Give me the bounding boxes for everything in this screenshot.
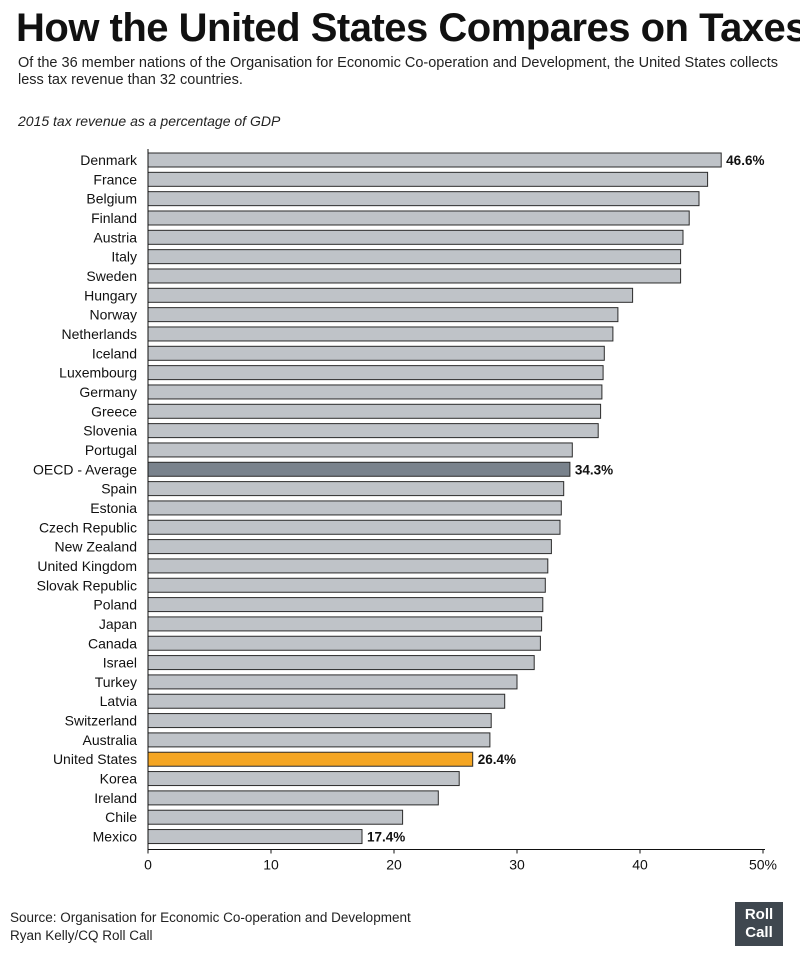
bar-italy: [147, 249, 682, 265]
category-label-france: France: [93, 171, 137, 187]
bar-united-states: [147, 751, 474, 767]
category-label-spain: Spain: [101, 481, 137, 497]
value-label-oecd-average: 34.3%: [575, 462, 613, 477]
category-label-turkey: Turkey: [95, 674, 137, 690]
source-text: Source: Organisation for Economic Co-ope…: [10, 910, 411, 925]
category-label-belgium: Belgium: [86, 191, 137, 207]
category-label-united-kingdom: United Kingdom: [37, 558, 137, 574]
bar-mexico: [147, 829, 363, 845]
bar-hungary: [147, 287, 634, 303]
bar-korea: [147, 771, 460, 787]
x-tick-label-2: 20: [386, 857, 402, 873]
bar-czech-republic: [147, 519, 561, 535]
category-label-greece: Greece: [91, 403, 137, 419]
category-label-austria: Austria: [93, 229, 137, 245]
category-label-norway: Norway: [90, 307, 137, 323]
category-label-slovak-republic: Slovak Republic: [37, 577, 137, 593]
category-label-united-states: United States: [53, 751, 137, 767]
bar-luxembourg: [147, 365, 604, 381]
bar-portugal: [147, 442, 573, 458]
bar-spain: [147, 481, 565, 497]
bar-france: [147, 171, 709, 187]
category-label-latvia: Latvia: [100, 693, 138, 709]
category-label-luxembourg: Luxembourg: [59, 365, 137, 381]
bar-germany: [147, 384, 603, 400]
value-label-denmark: 46.6%: [726, 153, 764, 168]
x-tick-label-3: 30: [509, 857, 525, 873]
bar-latvia: [147, 693, 506, 709]
bar-iceland: [147, 345, 605, 361]
bar-new-zealand: [147, 539, 552, 555]
category-label-finland: Finland: [91, 210, 137, 226]
bar-estonia: [147, 500, 562, 516]
category-label-ireland: Ireland: [94, 790, 137, 806]
chart-title: How the United States Compares on Taxes: [16, 6, 800, 50]
bar-ireland: [147, 790, 439, 806]
category-label-korea: Korea: [100, 771, 138, 787]
value-label-mexico: 17.4%: [367, 830, 405, 845]
bar-austria: [147, 229, 684, 245]
chart-note: 2015 tax revenue as a percentage of GDP: [18, 113, 281, 129]
bar-greece: [147, 403, 602, 419]
value-label-united-states: 26.4%: [478, 752, 516, 767]
category-label-new-zealand: New Zealand: [55, 539, 138, 555]
bar-turkey: [147, 674, 518, 690]
bar-sweden: [147, 268, 682, 284]
category-label-japan: Japan: [99, 616, 137, 632]
bar-slovenia: [147, 423, 599, 439]
category-label-iceland: Iceland: [92, 345, 137, 361]
bar-israel: [147, 655, 535, 671]
logo-line-2: Call: [745, 924, 773, 941]
category-label-portugal: Portugal: [85, 442, 137, 458]
logo-line-1: Roll: [744, 906, 774, 923]
bar-denmark: [147, 152, 722, 168]
bar-belgium: [147, 191, 700, 207]
category-label-switzerland: Switzerland: [65, 713, 137, 729]
credit-text: Ryan Kelly/CQ Roll Call: [10, 928, 153, 943]
bar-norway: [147, 307, 619, 323]
bar-netherlands: [147, 326, 614, 342]
bar-poland: [147, 597, 544, 613]
x-tick-label-4: 40: [632, 857, 648, 873]
bar-japan: [147, 616, 543, 632]
bar-finland: [147, 210, 690, 226]
x-tick-label-1: 10: [263, 857, 279, 873]
category-label-netherlands: Netherlands: [62, 326, 138, 342]
bar-slovak-republic: [147, 577, 546, 593]
category-label-mexico: Mexico: [93, 829, 138, 845]
category-label-denmark: Denmark: [80, 152, 138, 168]
category-label-oecd-average: OECD - Average: [33, 461, 137, 477]
x-tick-label-5: 50%: [749, 857, 777, 873]
roll-call-logo: Roll Call: [735, 902, 783, 946]
category-label-chile: Chile: [105, 809, 137, 825]
category-label-slovenia: Slovenia: [83, 423, 137, 439]
category-label-sweden: Sweden: [86, 268, 137, 284]
bar-canada: [147, 635, 541, 651]
x-tick-label-0: 0: [144, 857, 152, 873]
category-label-germany: Germany: [79, 384, 137, 400]
category-label-italy: Italy: [111, 249, 137, 265]
category-label-israel: Israel: [103, 655, 137, 671]
source-block: Source: Organisation for Economic Co-ope…: [10, 909, 411, 945]
category-label-poland: Poland: [93, 597, 137, 613]
category-label-australia: Australia: [83, 732, 138, 748]
category-label-estonia: Estonia: [90, 500, 137, 516]
bar-oecd-average: [147, 461, 571, 477]
category-label-czech-republic: Czech Republic: [39, 519, 137, 535]
bar-chart: Denmark 46.6% France Belgium Finland Austria I…: [33, 149, 777, 873]
bar-chile: [147, 809, 404, 825]
bar-united-kingdom: [147, 558, 549, 574]
category-label-hungary: Hungary: [84, 287, 137, 303]
bar-australia: [147, 732, 491, 748]
bar-switzerland: [147, 713, 492, 729]
category-label-canada: Canada: [88, 635, 137, 651]
chart-subtitle: Of the 36 member nations of the Organisa…: [18, 55, 779, 88]
